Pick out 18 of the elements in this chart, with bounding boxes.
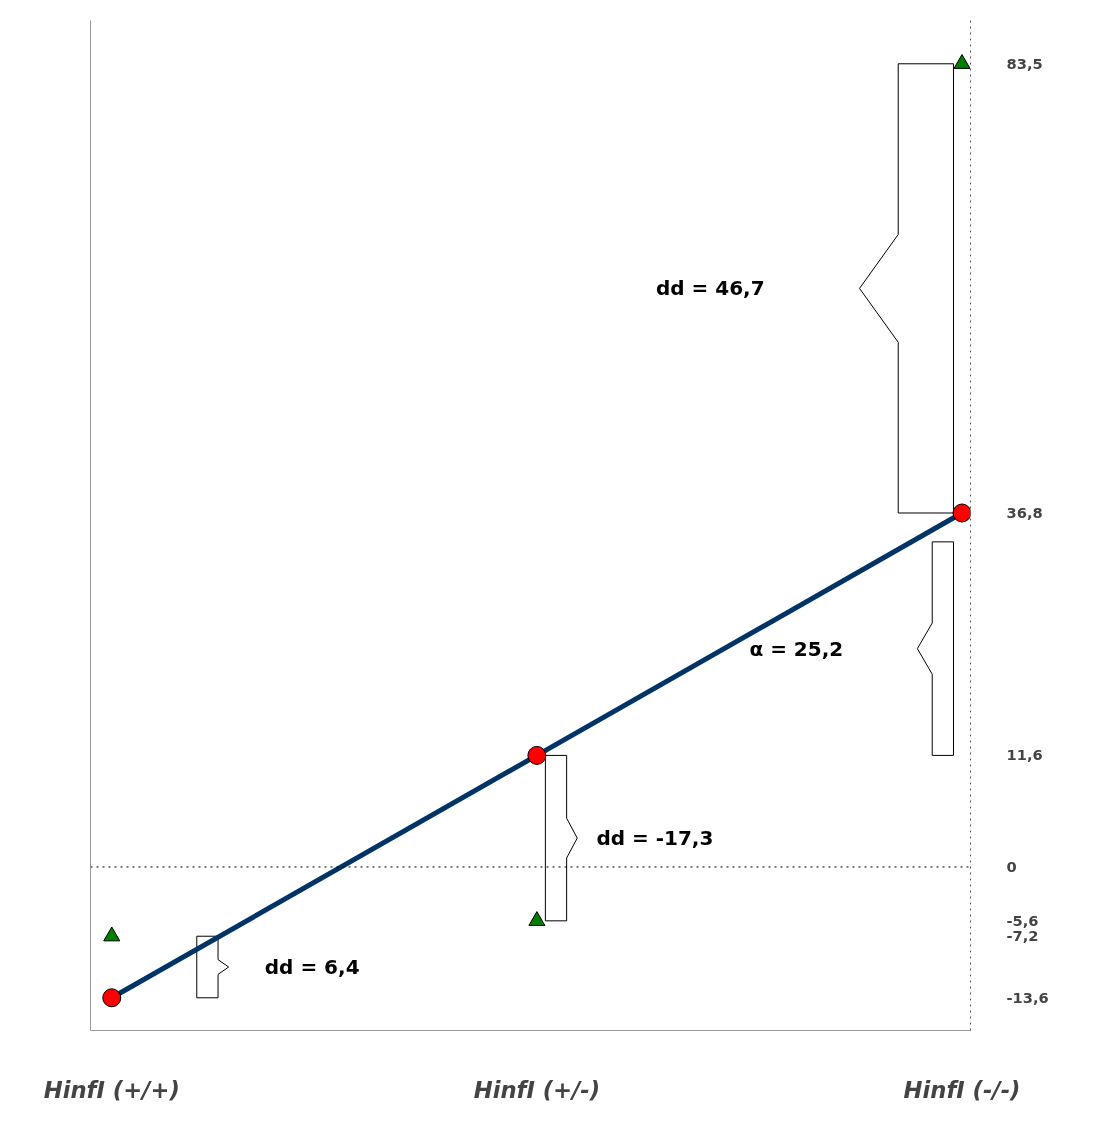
annotation: dd = -17,3	[596, 826, 714, 851]
y-tick-label: 36,8	[1006, 504, 1043, 521]
x-tick-label: HinfI (-/-)	[903, 1076, 1021, 1103]
annotation: dd = 6,4	[264, 955, 360, 980]
y-tick-label: 0	[1006, 857, 1017, 875]
annotation: α = 25,2	[749, 636, 844, 661]
y-tick-label: 11,6	[1006, 746, 1043, 764]
y-tick-label: 83,5	[1006, 54, 1043, 72]
x-tick-label: HinfI (+/+)	[43, 1076, 180, 1103]
point	[102, 988, 122, 1008]
point	[952, 503, 971, 523]
point	[527, 745, 547, 765]
y-tick-label: -5,6	[1006, 911, 1039, 929]
x-tick-label: HinfI (+/-)	[473, 1076, 601, 1103]
y-tick-label: -7,2	[1006, 927, 1039, 945]
annotation: dd = 46,7	[655, 276, 765, 301]
y-tick-label: -13,6	[1006, 988, 1049, 1006]
point	[953, 54, 971, 69]
